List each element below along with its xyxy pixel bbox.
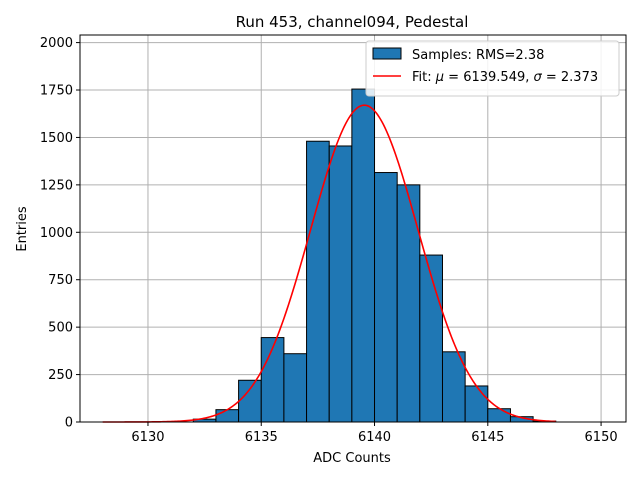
y-tick-label: 2000 bbox=[40, 36, 73, 51]
histogram-bar bbox=[419, 254, 443, 423]
histogram-bar bbox=[487, 408, 511, 423]
histogram-bar bbox=[306, 140, 330, 423]
legend: Samples: RMS=2.38 Fit: μ = 6139.549, σ =… bbox=[365, 40, 620, 97]
legend-label-samples: Samples: RMS=2.38 bbox=[412, 48, 544, 63]
histogram-bars bbox=[192, 88, 557, 423]
legend-fit-prefix: Fit: bbox=[412, 70, 436, 85]
x-tick-label: 6130 bbox=[131, 430, 164, 445]
histogram-bar bbox=[283, 353, 308, 423]
histogram-bar bbox=[351, 88, 376, 423]
histogram-bar bbox=[464, 385, 489, 423]
legend-fit-mu-symbol: μ bbox=[435, 70, 444, 85]
histogram-bar bbox=[374, 172, 398, 423]
x-tick-label: 6145 bbox=[471, 430, 504, 445]
histogram-bar bbox=[215, 409, 240, 423]
legend-fit-sigma-symbol: σ bbox=[534, 70, 543, 85]
legend-fit-mu-value: = 6139.549, bbox=[444, 70, 533, 85]
x-axis-label: ADC Counts bbox=[313, 451, 391, 466]
y-axis-label: Entries bbox=[15, 206, 30, 252]
y-tick-label: 1500 bbox=[40, 131, 73, 146]
x-axis-ticks: 6130 6135 6140 6145 6150 bbox=[131, 422, 618, 445]
y-tick-label: 750 bbox=[48, 273, 73, 288]
legend-label-fit: Fit: μ = 6139.549, σ = 2.373 bbox=[412, 70, 598, 85]
y-tick-label: 1000 bbox=[40, 226, 73, 241]
x-tick-label: 6150 bbox=[585, 430, 618, 445]
histogram-bar bbox=[328, 145, 353, 423]
y-tick-label: 500 bbox=[48, 321, 73, 336]
y-tick-label: 0 bbox=[65, 416, 73, 431]
histogram-bar bbox=[396, 184, 421, 423]
chart-title: Run 453, channel094, Pedestal bbox=[236, 13, 469, 31]
x-tick-label: 6135 bbox=[245, 430, 278, 445]
histogram-bar bbox=[238, 379, 262, 423]
gaussian-fit-line bbox=[102, 104, 556, 423]
y-tick-label: 1250 bbox=[40, 178, 73, 193]
legend-fit-sigma-value: = 2.373 bbox=[542, 70, 598, 85]
y-tick-label: 250 bbox=[48, 368, 73, 383]
y-tick-label: 1750 bbox=[40, 84, 73, 99]
legend-box bbox=[365, 40, 620, 97]
histogram-bar bbox=[260, 337, 285, 423]
x-tick-label: 6140 bbox=[358, 430, 391, 445]
y-axis-ticks: 0 250 500 750 1000 1250 1500 1750 2000 bbox=[40, 36, 80, 431]
legend-swatch-samples bbox=[372, 47, 402, 60]
axes-frame bbox=[79, 34, 627, 423]
